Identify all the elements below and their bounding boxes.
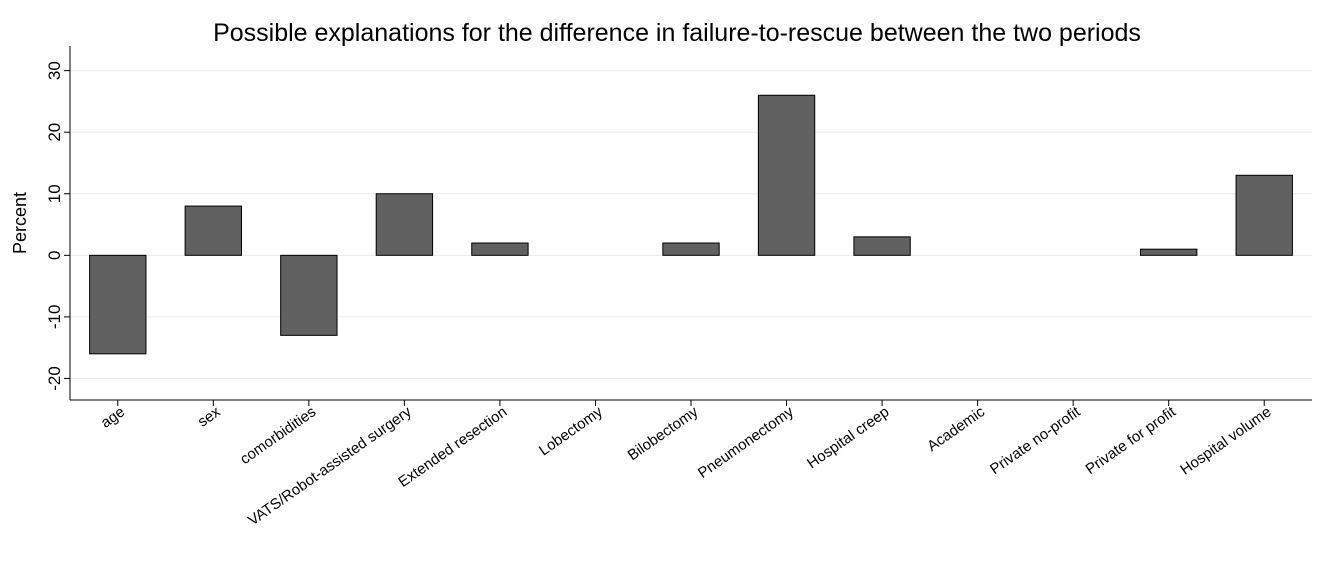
bar-comorbidities: [280, 254, 338, 336]
bar-age: [89, 254, 147, 355]
x-tick-label: comorbidities: [237, 403, 319, 468]
bar-extended-resection: [471, 242, 529, 256]
axes: [64, 46, 1312, 406]
x-tick-label: Hospital creep: [804, 403, 892, 472]
gridlines: [70, 70, 1312, 379]
bar-hospital-volume: [1235, 174, 1293, 256]
bar-hospital-creep: [853, 236, 911, 256]
x-tick-label: Lobectomy: [536, 403, 606, 459]
bar-sex: [184, 205, 242, 256]
bar-vats-robot-assisted-surgery: [375, 193, 434, 256]
bar-private-for-profit: [1140, 248, 1198, 256]
y-tick-label: 20: [45, 123, 64, 142]
y-tick-label: 30: [45, 61, 64, 80]
y-tick-label: 10: [45, 184, 64, 203]
bar-bilobectomy: [662, 242, 720, 256]
x-tick-label: Private no-profit: [987, 403, 1084, 478]
x-tick-label: Hospital volume: [1177, 403, 1274, 478]
x-tick-label: Academic: [924, 403, 988, 455]
x-tick-label: age: [98, 403, 128, 431]
x-tick-label: VATS/Robot-assisted surgery: [245, 403, 415, 529]
x-tick-label: Private for profit: [1083, 403, 1180, 478]
y-axis-title: Percent: [10, 192, 30, 254]
y-tick-label: -20: [45, 366, 64, 391]
y-tick-label: -10: [45, 305, 64, 330]
y-tick-labels: -20 -10 0 10 20 30: [45, 61, 64, 391]
chart-title: Possible explanations for the difference…: [213, 19, 1141, 47]
bars: [89, 94, 1293, 355]
x-tick-label: Bilobectomy: [625, 403, 702, 464]
x-tick-label: Pneumonectomy: [695, 403, 797, 482]
y-tick-label: 0: [45, 251, 64, 260]
x-tick-label: sex: [195, 403, 224, 431]
bar-pneumonectomy: [757, 94, 816, 256]
